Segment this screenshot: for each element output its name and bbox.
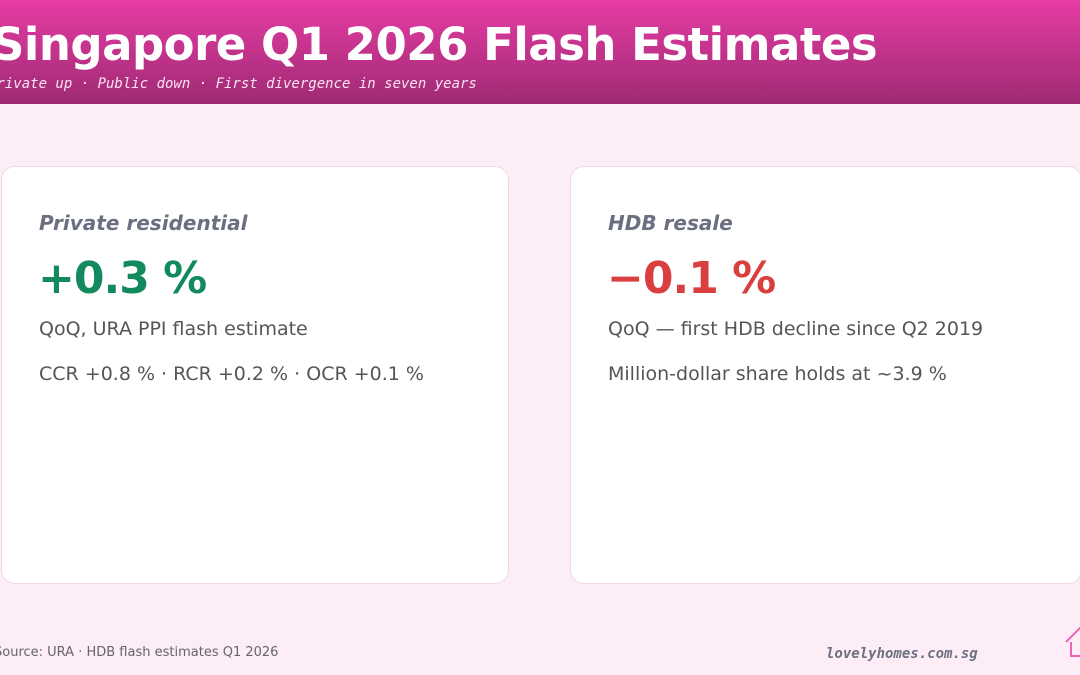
private-residential-card: Private residential +0.3 % QoQ, URA PPI …	[1, 166, 509, 584]
page-subtitle: Private up · Public down · First diverge…	[0, 76, 477, 92]
page-title: Singapore Q1 2026 Flash Estimates	[0, 18, 878, 71]
hdb-resale-card: HDB resale −0.1 % QoQ — first HDB declin…	[570, 166, 1080, 584]
card-detail: QoQ, URA PPI flash estimate	[39, 318, 308, 340]
card-detail: QoQ — first HDB decline since Q2 2019	[608, 318, 984, 340]
house-icon	[1065, 626, 1080, 657]
card-value: +0.3 %	[38, 253, 207, 304]
card-value: −0.1 %	[607, 253, 776, 304]
card-label: HDB resale	[608, 211, 733, 235]
source-note: Source: URA · HDB flash estimates Q1 202…	[0, 645, 279, 660]
brand-link: lovelyhomes.com.sg	[826, 646, 978, 662]
header-banner: Singapore Q1 2026 Flash Estimates Privat…	[0, 0, 1080, 104]
card-breakdown: CCR +0.8 % · RCR +0.2 % · OCR +0.1 %	[39, 363, 424, 385]
card-label: Private residential	[39, 211, 248, 235]
card-breakdown: Million-dollar share holds at ~3.9 %	[608, 363, 947, 385]
